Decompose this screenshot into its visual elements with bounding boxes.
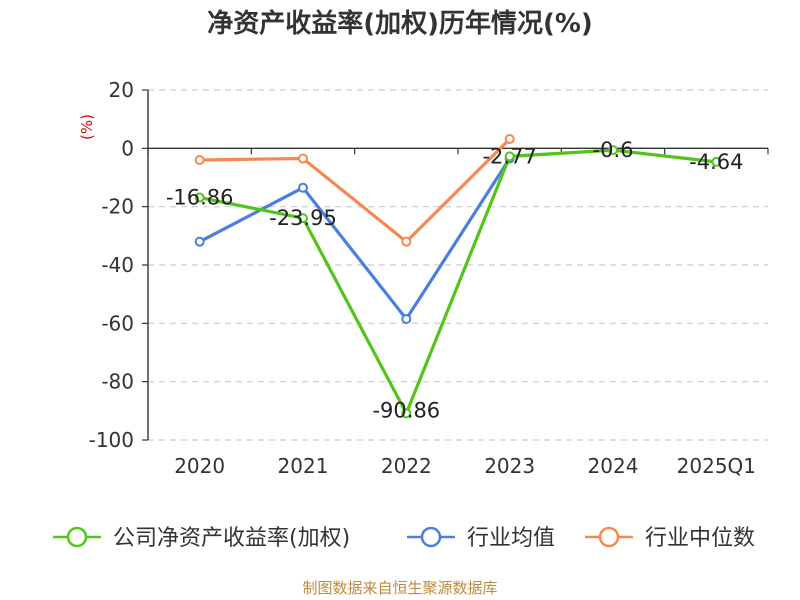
series-lines [194, 134, 722, 419]
data-point [401, 236, 412, 247]
y-tick-label: -60 [101, 311, 134, 335]
x-tick-label: 2024 [588, 454, 639, 478]
data-label: -0.6 [593, 138, 634, 162]
data-point [504, 151, 515, 162]
legend-item-1[interactable]: 行业均值 [407, 526, 555, 551]
legend-circle-icon [66, 526, 88, 548]
y-tick-label: -80 [101, 370, 134, 394]
data-point [194, 155, 205, 165]
series-line [198, 137, 512, 244]
series-1 [194, 153, 515, 324]
legend-label: 公司净资产收益率(加权) [113, 526, 350, 551]
data-point [298, 182, 308, 193]
data-point [401, 408, 412, 419]
data-point [194, 192, 205, 203]
x-tick-label: 2025Q1 [677, 454, 756, 478]
series-line [198, 148, 718, 415]
data-label: -2.77 [482, 144, 536, 168]
x-tick-labels: 2020 2021 2022 2023 2024 2025Q1 [174, 454, 756, 478]
y-tick-label: -20 [101, 195, 134, 219]
series-line [198, 156, 512, 321]
legend-label: 行业均值 [467, 526, 555, 551]
data-label: -16.86 [166, 186, 234, 210]
data-point [504, 134, 515, 144]
series-0 [194, 145, 722, 419]
data-label: -23.95 [269, 206, 337, 230]
data-point [194, 236, 205, 247]
data-label: -4.64 [689, 150, 743, 174]
legend-item-0[interactable]: 公司净资产收益率(加权) [53, 526, 350, 551]
legend-circle-icon [598, 526, 620, 548]
legend-circle-icon [420, 526, 442, 548]
x-tick-label: 2023 [484, 454, 535, 478]
x-tick-label: 2021 [278, 454, 329, 478]
legend[interactable]: 公司净资产收益率(加权) 行业均值 行业中位数 [53, 526, 755, 551]
chart-title: 净资产收益率(加权)历年情况(%) [207, 8, 593, 39]
y-tick-label: -40 [101, 253, 134, 277]
x-tick-label: 2020 [174, 454, 225, 478]
data-label: -90.86 [372, 398, 440, 422]
grid-lines [148, 89, 768, 441]
data-point [298, 213, 308, 224]
axes [142, 89, 769, 441]
legend-label: 行业中位数 [645, 526, 755, 551]
legend-item-2[interactable]: 行业中位数 [585, 526, 755, 551]
x-tick-label: 2022 [381, 454, 432, 478]
y-unit-label: (%) [78, 114, 96, 140]
data-point [608, 145, 618, 156]
data-point [298, 153, 308, 164]
y-tick-label: -100 [89, 428, 134, 452]
y-tick-label: 20 [109, 78, 134, 102]
data-point [711, 156, 722, 167]
y-tick-labels: 20 0 -20 -40 -60 -80 -100 [89, 78, 134, 452]
source-note: 制图数据来自恒生聚源数据库 [302, 579, 497, 597]
y-tick-label: 0 [121, 136, 134, 160]
data-labels: -16.86 -23.95 -90.86 -2.77 -0.6 -4.64 [166, 138, 744, 422]
data-point [401, 313, 412, 324]
series-2 [194, 134, 515, 247]
